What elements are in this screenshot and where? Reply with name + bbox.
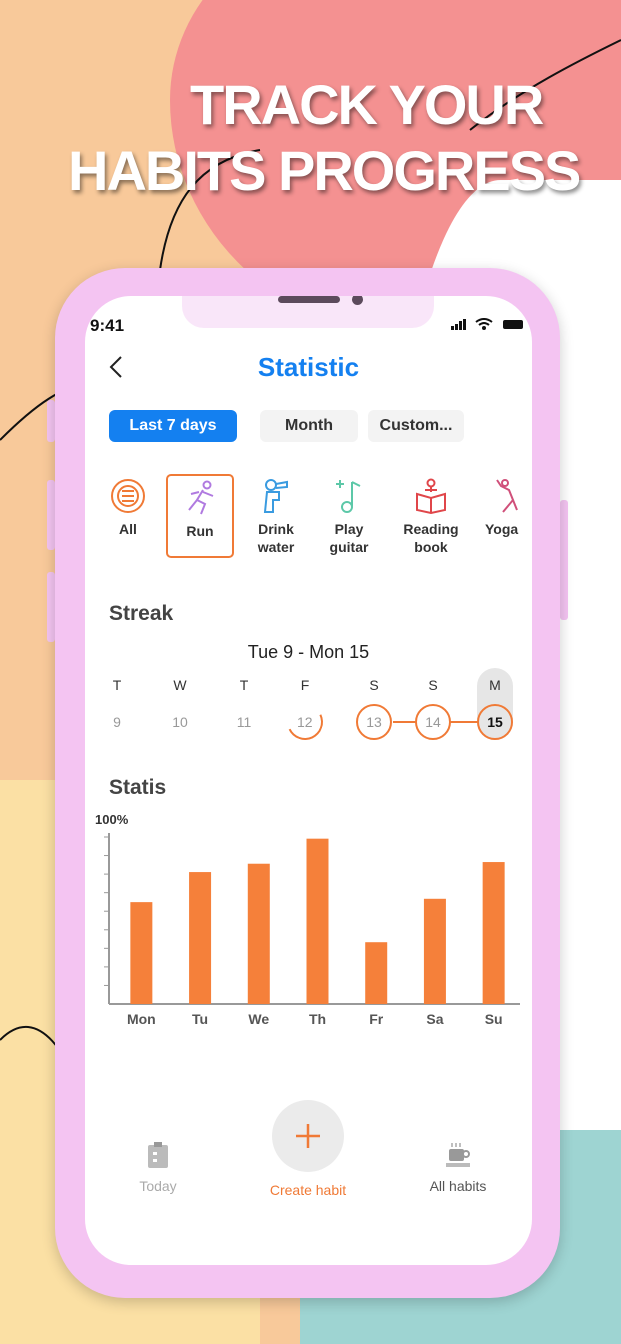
habit-label: book — [414, 539, 448, 555]
day-number[interactable]: 11 — [226, 704, 262, 740]
bar-tu — [189, 872, 212, 1004]
phone-side-button — [47, 400, 55, 442]
day-letter: T — [239, 677, 249, 693]
bar-su — [482, 862, 505, 1004]
habit-label: guitar — [329, 539, 369, 555]
bar-th — [306, 838, 329, 1004]
phone-side-button — [47, 572, 55, 642]
day-number-text: 9 — [113, 714, 121, 730]
statis-title: Statis — [109, 776, 167, 799]
habit-reading-book[interactable]: Reading book — [397, 476, 465, 556]
speaker — [278, 296, 340, 303]
tab-label: Today — [139, 1178, 177, 1194]
bar-we — [247, 863, 270, 1004]
headline-line2: HABITS PROGRESS — [68, 139, 581, 202]
y-axis-label: 100% — [95, 812, 129, 827]
bar-sa — [423, 898, 446, 1004]
tab-label: All habits — [429, 1178, 487, 1194]
habit-label: water — [257, 539, 295, 555]
day-number-text: 13 — [366, 714, 382, 730]
bar-fr — [365, 942, 388, 1004]
tab-create-habit[interactable]: Create habit — [269, 1182, 347, 1198]
day-letter: W — [173, 677, 187, 693]
day-letter: F — [300, 677, 310, 693]
habit-all[interactable]: All — [94, 476, 162, 538]
reading-book-icon — [416, 478, 446, 514]
signal-icon — [451, 326, 454, 330]
bar-chart: Mon Tu We Th Fr Sa Su — [104, 833, 520, 1027]
battery-icon — [503, 320, 523, 329]
bar-mon — [130, 902, 153, 1004]
x-tick-label: Th — [309, 1011, 326, 1027]
tab-month[interactable]: Month — [260, 410, 358, 442]
status-icons — [451, 318, 523, 330]
day-number[interactable]: 14 — [415, 704, 451, 740]
day-number-text: 14 — [425, 714, 441, 730]
habit-play-guitar[interactable]: Play guitar — [315, 476, 383, 556]
music-note-icon — [336, 480, 361, 513]
x-tick-label: Tu — [192, 1011, 208, 1027]
create-habit-button[interactable] — [272, 1100, 344, 1172]
day-number-text: 12 — [297, 713, 313, 730]
yoga-icon — [496, 479, 518, 513]
page-title: Statistic — [257, 352, 360, 382]
status-time: 9:41 — [90, 316, 125, 335]
plus-icon — [296, 1124, 320, 1148]
clipboard-icon — [148, 1142, 168, 1168]
day-number-text: 15 — [487, 714, 503, 730]
x-tick-label: Sa — [426, 1011, 443, 1027]
phone-screen: 9:41 Statistic Last 7 days Month Custom.… — [85, 296, 532, 1265]
notch — [182, 296, 434, 328]
wifi-icon — [475, 318, 493, 326]
run-icon — [188, 480, 214, 515]
back-button[interactable] — [107, 354, 125, 380]
day-number-text: 11 — [236, 714, 252, 730]
day-number[interactable]: 13 — [356, 704, 392, 740]
tab-today[interactable]: Today — [115, 1141, 201, 1194]
tab-custom[interactable]: Custom... — [368, 410, 464, 442]
streak-range: Tue 9 - Mon 15 — [247, 642, 370, 662]
day-number[interactable]: 15 — [477, 704, 513, 740]
tab-all-habits[interactable]: All habits — [415, 1141, 501, 1194]
day-letter: T — [112, 677, 122, 693]
x-tick-label: Fr — [369, 1011, 384, 1027]
day-letter: S — [369, 677, 379, 693]
headline-line1: TRACK YOUR — [190, 73, 544, 136]
day-number[interactable]: 10 — [162, 704, 198, 740]
all-icon — [111, 479, 145, 513]
habit-label: Reading — [403, 521, 459, 537]
habit-yoga[interactable]: Yoga — [477, 476, 532, 538]
phone-side-button — [560, 500, 568, 620]
habit-drink-water[interactable]: Drink water — [242, 476, 310, 556]
x-tick-label: Mon — [127, 1011, 156, 1027]
x-tick-label: We — [248, 1011, 269, 1027]
day-number[interactable]: 12 — [281, 698, 329, 746]
x-tick-label: Su — [485, 1011, 503, 1027]
day-number-text: 10 — [172, 714, 188, 730]
day-number[interactable]: 9 — [99, 704, 135, 740]
drink-water-icon — [263, 479, 288, 513]
habit-run[interactable]: Run — [166, 474, 234, 558]
coffee-cup-icon — [446, 1143, 470, 1167]
camera — [352, 296, 363, 305]
phone-side-button — [47, 480, 55, 550]
day-letter: S — [428, 677, 438, 693]
habit-label: Drink — [258, 521, 294, 537]
habit-label: Yoga — [485, 521, 519, 537]
streak-title: Streak — [109, 602, 174, 625]
habit-label: All — [119, 521, 137, 537]
habit-label: Run — [186, 523, 214, 539]
habit-label: Play — [334, 521, 364, 537]
day-letter: M — [489, 677, 501, 693]
tab-last-7-days[interactable]: Last 7 days — [109, 410, 237, 442]
